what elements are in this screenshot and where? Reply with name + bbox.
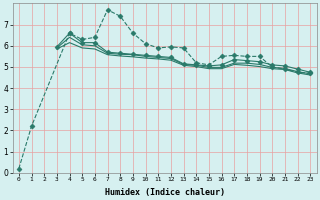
X-axis label: Humidex (Indice chaleur): Humidex (Indice chaleur) [105, 188, 225, 197]
